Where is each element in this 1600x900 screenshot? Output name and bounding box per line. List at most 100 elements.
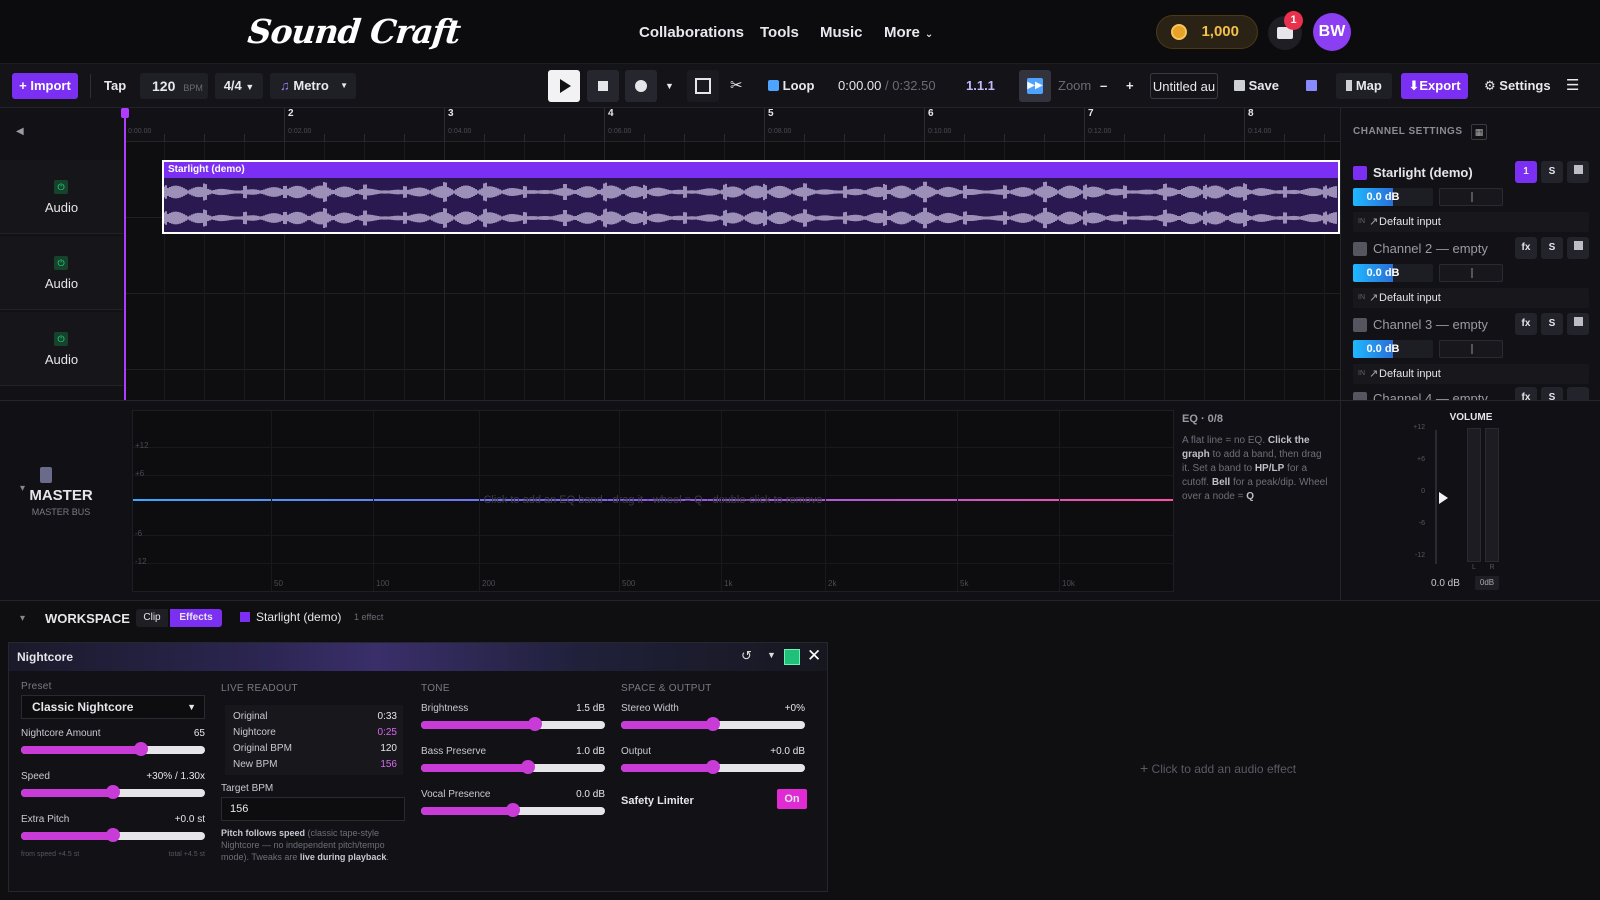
pan-slider[interactable] [1439,188,1503,206]
preset-select[interactable]: Classic Nightcore ▼ [21,695,205,719]
speed-slider[interactable] [21,785,205,799]
solo-button[interactable]: S [1541,237,1563,259]
channel-volume-slider[interactable]: 0.0 dB [1353,264,1433,282]
sound-craft-logo[interactable]: Sound Craft [245,12,462,51]
volume-fader-handle[interactable] [1439,492,1448,504]
slider-knob[interactable] [506,803,520,817]
safety-limiter-toggle[interactable]: On [777,789,807,809]
nav-tools[interactable]: Tools [760,24,799,41]
split-clip-button[interactable]: ✂ [730,73,743,99]
mute-button[interactable] [1567,387,1589,400]
slider-knob[interactable] [106,828,120,842]
effect-enable-toggle[interactable] [784,649,800,665]
metronome-button[interactable]: ♫ Metro ▼ [270,73,356,99]
track-header-1[interactable]: ⏻ Audio [0,160,123,234]
record-button[interactable] [625,70,657,102]
loop-toggle[interactable]: Loop [768,73,814,99]
channel-color-swatch[interactable] [1353,318,1367,332]
zoom-out-button[interactable]: – [1100,78,1108,93]
play-button[interactable] [548,70,580,102]
mute-button[interactable] [1567,313,1589,335]
slider-knob[interactable] [520,760,535,774]
channel-volume-slider[interactable]: 0.0 dB [1353,188,1433,206]
reset-0db-button[interactable]: 0dB [1475,576,1499,590]
collapse-tracks-button[interactable]: ◀ [16,126,24,137]
chevron-down-icon[interactable]: ▼ [767,650,776,660]
nav-music[interactable]: Music [820,24,863,41]
follow-playhead-button[interactable]: ▶▶ [1019,70,1051,102]
slider-knob[interactable] [706,717,720,731]
power-icon[interactable]: ⏻ [54,332,68,346]
timeline-ruler[interactable]: 0:00.00 2 0:02.00 3 0:04.00 4 0:06.00 5 0:08.00 6… [124,108,1365,142]
project-name-input[interactable]: Untitled au [1150,73,1218,99]
tap-tempo-button[interactable]: Tap [104,78,127,93]
channel-grid-toggle[interactable]: ▦ [1471,124,1487,140]
fx-button[interactable]: fx [1515,387,1537,400]
bpm-input[interactable]: 120 BPM [140,73,208,99]
settings-button[interactable]: ⚙ Settings [1484,73,1551,99]
slider-knob[interactable] [106,785,120,799]
record-options-dropdown[interactable]: ▼ [665,73,674,99]
coin-balance[interactable]: 1,000 [1156,15,1258,49]
track-header-3[interactable]: ⏻ Audio [0,312,123,386]
mute-button[interactable] [1567,237,1589,259]
solo-button[interactable]: S [1541,313,1563,335]
track-lane[interactable] [124,218,1340,294]
bass-preserve-slider[interactable] [421,760,605,774]
vocal-presence-slider[interactable] [421,803,605,817]
input-select[interactable]: IN ↗ Default input [1353,212,1589,232]
target-bpm-input[interactable]: 156 [221,797,405,821]
zoom-in-button[interactable]: + [1126,78,1134,93]
time-signature-select[interactable]: 4/4 ▼ [215,73,263,99]
channel-volume-slider[interactable]: 0.0 dB [1353,340,1433,358]
solo-button[interactable]: S [1541,387,1563,400]
output-slider[interactable] [621,760,805,774]
solo-button[interactable]: S [1541,161,1563,183]
tab-clip[interactable]: Clip [136,609,168,627]
track-header-2[interactable]: ⏻ Audio [0,236,123,310]
save-button[interactable]: Save [1234,73,1279,99]
amount-slider[interactable] [21,742,205,756]
reset-icon[interactable]: ↺ [741,648,752,663]
input-select[interactable]: IN ↗ Default input [1353,364,1589,384]
channel-color-swatch[interactable] [1353,166,1367,180]
menu-button[interactable]: ☰ [1566,73,1579,99]
track-lane[interactable] [124,294,1340,370]
fx-button[interactable]: fx [1515,237,1537,259]
calendar-button[interactable] [1306,73,1317,99]
channel-number-button[interactable]: 1 [1515,161,1537,183]
input-select[interactable]: IN ↗ Default input [1353,288,1589,308]
extra-pitch-slider[interactable] [21,828,205,842]
loop-region-button[interactable] [687,70,719,102]
user-avatar[interactable]: BW [1313,13,1351,51]
pan-slider[interactable] [1439,340,1503,358]
nav-more[interactable]: More ⌄ [884,24,933,41]
brightness-slider[interactable] [421,717,605,731]
playhead-handle[interactable] [121,108,129,118]
power-icon[interactable]: ⏻ [54,180,68,194]
map-button[interactable]: Map [1336,73,1392,99]
slider-knob[interactable] [706,760,720,774]
slider-knob[interactable] [133,742,148,756]
collapse-workspace-button[interactable]: ▾ [20,613,25,624]
nav-collaborations[interactable]: Collaborations [639,24,745,41]
tab-effects[interactable]: Effects [170,609,222,627]
export-button[interactable]: ⬇Export [1401,73,1468,99]
stop-button[interactable] [587,70,619,102]
channel-color-swatch[interactable] [1353,392,1367,400]
channel-color-swatch[interactable] [1353,242,1367,256]
slider-knob[interactable] [528,717,543,731]
power-icon[interactable]: ⏻ [54,256,68,270]
add-effect-button[interactable]: + Click to add an audio effect [1140,760,1296,776]
mute-button[interactable] [1567,161,1589,183]
fx-button[interactable]: fx [1515,313,1537,335]
audio-clip[interactable]: Starlight (demo) [162,160,1340,234]
volume-fader-track[interactable] [1435,430,1437,564]
eq-graph[interactable]: Click to add an EQ band · drag it · whee… [132,410,1174,592]
pan-slider[interactable] [1439,264,1503,282]
stereo-width-slider[interactable] [621,717,805,731]
collapse-master-button[interactable]: ▾ [20,483,25,494]
import-button[interactable]: + Import [12,73,78,99]
close-icon[interactable]: ✕ [807,646,822,665]
playhead[interactable] [124,108,126,400]
